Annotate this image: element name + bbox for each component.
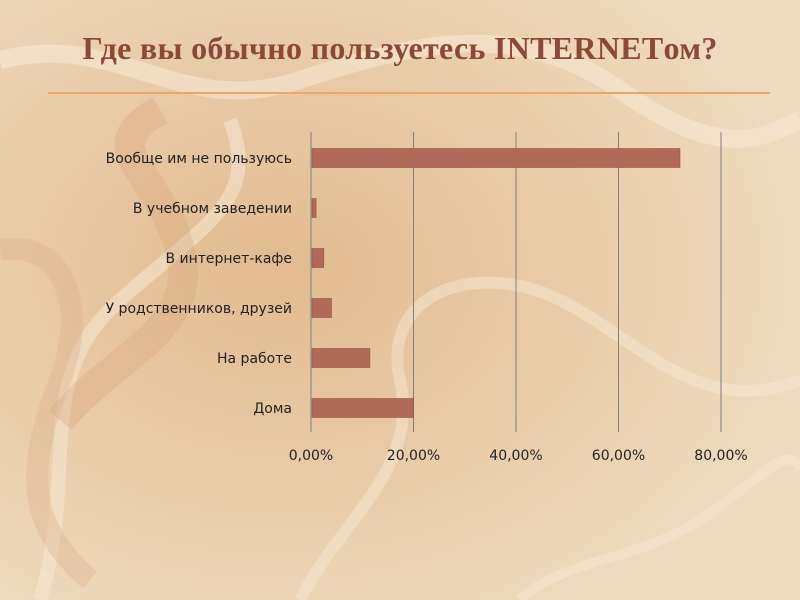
chart-bar xyxy=(311,298,332,318)
title-divider xyxy=(48,92,770,94)
chart-x-tick-label: 60,00% xyxy=(592,448,645,464)
slide-title: Где вы обычно пользуетесь INTERNETом? xyxy=(82,30,718,66)
chart-bar xyxy=(311,248,325,268)
chart-x-tick-label: 80,00% xyxy=(694,448,747,464)
chart-category-labels: Вообще им не пользуюсь В учебном заведени… xyxy=(106,151,292,417)
chart-bar xyxy=(311,348,371,368)
chart-bar xyxy=(311,198,317,218)
chart-x-tick-label: 40,00% xyxy=(489,448,542,464)
chart-category-label: В учебном заведении xyxy=(133,201,292,217)
chart-category-label: Вообще им не пользуюсь xyxy=(106,151,292,167)
chart-category-label: В интернет-кафе xyxy=(165,251,292,267)
chart-bar xyxy=(311,398,414,418)
chart-bar xyxy=(311,148,681,168)
chart-category-label: Дома xyxy=(253,401,292,417)
chart-gridlines xyxy=(310,132,722,432)
chart-x-tick-label: 0,00% xyxy=(289,448,333,464)
chart-bars xyxy=(311,148,681,418)
chart-category-label: У родственников, друзей xyxy=(106,301,292,317)
chart-category-label: На работе xyxy=(217,351,292,367)
chart-x-tick-labels: 0,00% 20,00% 40,00% 60,00% 80,00% xyxy=(289,448,748,464)
chart-x-tick-label: 20,00% xyxy=(387,448,440,464)
